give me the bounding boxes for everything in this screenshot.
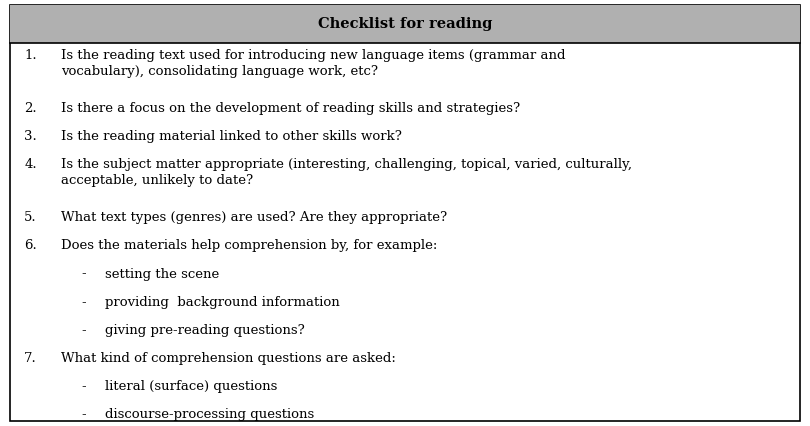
Text: literal (surface) questions: literal (surface) questions	[105, 380, 278, 393]
Text: Is the reading material linked to other skills work?: Is the reading material linked to other …	[61, 130, 402, 144]
Text: 4.: 4.	[24, 158, 37, 172]
Text: 6.: 6.	[24, 239, 37, 253]
Text: Does the materials help comprehension by, for example:: Does the materials help comprehension by…	[61, 239, 437, 253]
Text: -: -	[81, 380, 86, 393]
Text: Is the subject matter appropriate (interesting, challenging, topical, varied, cu: Is the subject matter appropriate (inter…	[61, 158, 632, 187]
Text: 1.: 1.	[24, 49, 37, 63]
Text: -: -	[81, 268, 86, 281]
Text: -: -	[81, 324, 86, 337]
Text: 5.: 5.	[24, 211, 37, 225]
Text: setting the scene: setting the scene	[105, 268, 220, 281]
Bar	[10, 5, 800, 43]
Text: 3.: 3.	[24, 130, 37, 144]
Text: giving pre-reading questions?: giving pre-reading questions?	[105, 324, 305, 337]
Text: -: -	[81, 296, 86, 309]
Text: -: -	[81, 408, 86, 421]
Text: providing  background information: providing background information	[105, 296, 340, 309]
Text: Is there a focus on the development of reading skills and strategies?: Is there a focus on the development of r…	[61, 102, 520, 115]
Text: 7.: 7.	[24, 352, 37, 365]
Text: What text types (genres) are used? Are they appropriate?: What text types (genres) are used? Are t…	[61, 211, 447, 225]
Text: What kind of comprehension questions are asked:: What kind of comprehension questions are…	[61, 352, 395, 365]
Text: discourse-processing questions: discourse-processing questions	[105, 408, 314, 421]
Text: 2.: 2.	[24, 102, 37, 115]
Text: Checklist for reading: Checklist for reading	[318, 17, 492, 31]
Text: Is the reading text used for introducing new language items (grammar and
vocabul: Is the reading text used for introducing…	[61, 49, 565, 78]
